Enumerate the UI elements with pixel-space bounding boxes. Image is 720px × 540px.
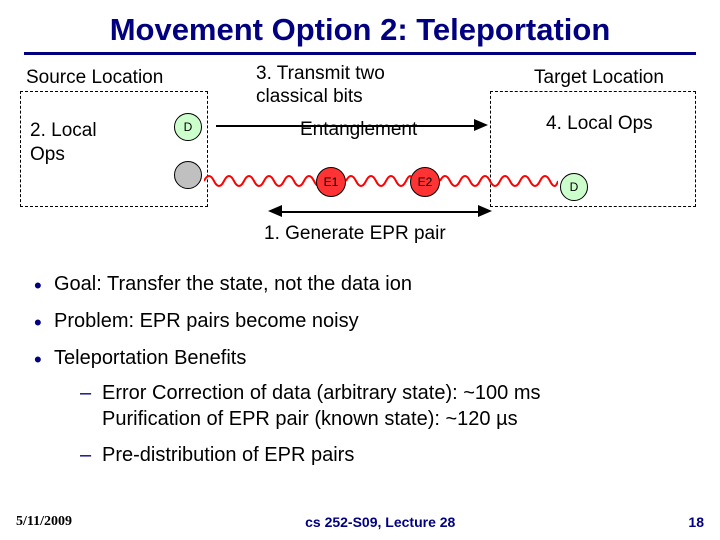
d-right-circle: D [560,173,588,201]
generate-label: 1. Generate EPR pair [264,223,446,245]
classical-arrow-head [474,119,488,131]
benefit-1: Error Correction of data (arbitrary stat… [54,380,690,432]
d-right-label: D [570,180,579,194]
e2-label: E2 [418,175,433,189]
entanglement-label: Entanglement [300,119,417,141]
footer-center: cs 252-S09, Lecture 28 [305,514,455,530]
footer-date: 5/11/2009 [16,514,72,530]
teleportation-diagram: Source Location 2. Local Ops Target Loca… [20,63,700,253]
bullet-problem: Problem: EPR pairs become noisy [30,310,690,333]
title-underline [24,52,696,55]
gen-arrow-left-head [268,205,282,217]
benefits-title: Teleportation Benefits [54,347,246,369]
slide-title: Movement Option 2: Teleportation [0,0,720,52]
bullet-benefits: Teleportation Benefits Error Correction … [30,347,690,468]
d-left-circle: D [174,113,202,141]
wavy-mid [346,171,412,191]
wavy-left [204,171,322,191]
benefit-2: Pre-distribution of EPR pairs [54,442,690,468]
gen-arrow-right-line [380,211,480,213]
gen-arrow-right-head [478,205,492,217]
e2-circle: E2 [410,167,440,197]
e1-circle: E1 [316,167,346,197]
local-ops-right-label: 4. Local Ops [546,113,653,135]
footer: 5/11/2009 cs 252-S09, Lecture 28 18 [0,514,720,530]
target-label: Target Location [534,67,664,89]
d-left-label: D [184,120,193,134]
transmit-label: 3. Transmit two classical bits [256,63,385,109]
classical-arrow-line [216,125,476,127]
gray-circle [174,161,202,189]
bullet-goal: Goal: Transfer the state, not the data i… [30,273,690,296]
e1-label: E1 [324,175,339,189]
bullet-list: Goal: Transfer the state, not the data i… [30,273,690,468]
gen-arrow-left-line [280,211,380,213]
wavy-right [440,171,558,191]
footer-page: 18 [688,514,704,530]
source-label: Source Location [26,67,163,89]
local-ops-left-label: 2. Local Ops [30,119,97,167]
